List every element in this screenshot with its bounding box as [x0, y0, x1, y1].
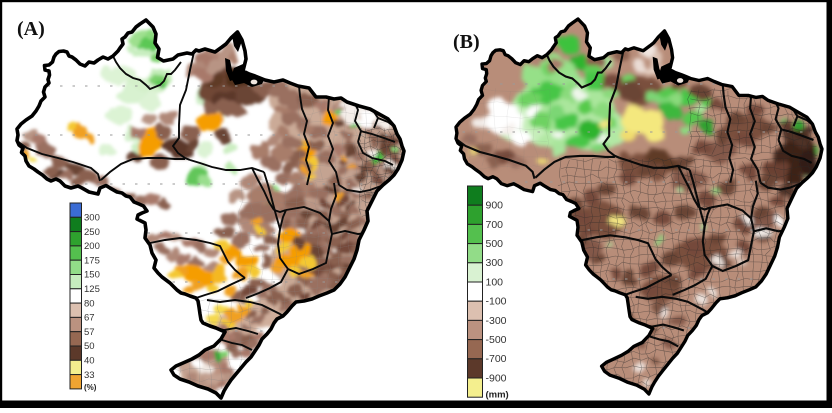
svg-text:100: 100	[486, 276, 504, 288]
svg-text:250: 250	[84, 227, 100, 238]
svg-text:80: 80	[84, 298, 95, 309]
svg-text:(%): (%)	[84, 383, 97, 392]
svg-text:57: 57	[84, 327, 95, 338]
svg-text:33: 33	[84, 370, 95, 381]
svg-text:-100: -100	[486, 296, 507, 308]
svg-text:200: 200	[84, 241, 100, 252]
svg-text:50: 50	[84, 341, 95, 352]
svg-text:700: 700	[486, 219, 504, 231]
svg-text:-700: -700	[486, 353, 507, 365]
svg-text:125: 125	[84, 284, 100, 295]
svg-text:(A): (A)	[17, 18, 45, 40]
svg-text:900: 900	[486, 200, 504, 212]
svg-text:300: 300	[84, 213, 100, 224]
svg-text:300: 300	[486, 257, 504, 269]
svg-text:-500: -500	[486, 334, 507, 346]
svg-text:40: 40	[84, 356, 95, 367]
svg-text:-300: -300	[486, 315, 507, 327]
svg-text:500: 500	[486, 238, 504, 250]
svg-text:(B): (B)	[453, 31, 480, 53]
svg-text:150: 150	[84, 270, 100, 281]
svg-text:-900: -900	[486, 372, 507, 384]
svg-text:67: 67	[84, 313, 95, 324]
svg-text:(mm): (mm)	[486, 390, 509, 401]
svg-text:175: 175	[84, 255, 100, 266]
